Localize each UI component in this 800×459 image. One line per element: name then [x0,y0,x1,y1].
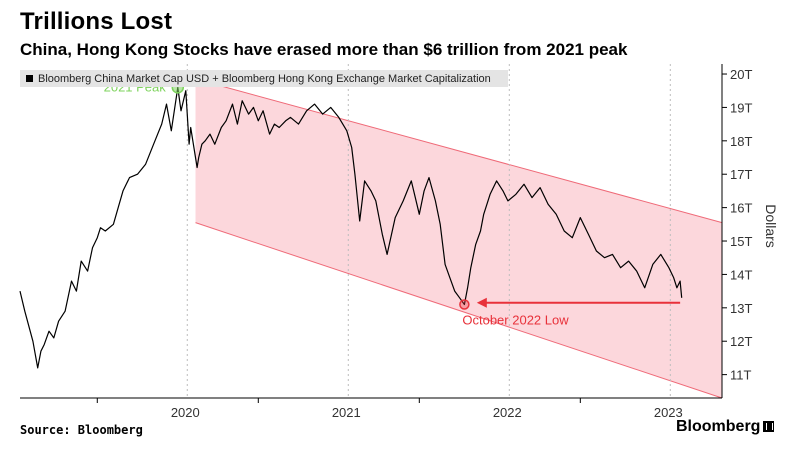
legend-swatch [26,75,33,82]
trend-channel-upper-edge [195,78,723,224]
low-arrow-head [476,297,487,308]
chart-title: Trillions Lost [20,8,173,35]
y-tick-label: 18T [730,134,752,149]
source-note: Source: Bloomberg [20,423,143,437]
low-label: October 2022 Low [462,312,569,327]
trend-channel-fill [195,79,722,398]
trend-channel-lower-edge [195,222,723,399]
y-axis-title: Dollars [763,204,779,248]
brand-logo: Bloomberg [676,418,775,436]
brand-text: Bloomberg [676,418,761,435]
x-tick-label: 2020 [171,405,200,420]
y-tick-label: 16T [730,201,752,216]
legend-background [20,70,508,87]
y-tick-label: 11T [730,368,751,383]
legend: Bloomberg China Market Cap USD + Bloombe… [20,70,508,87]
legend-entry: Bloomberg China Market Cap USD + Bloombe… [38,73,491,85]
y-tick-label: 20T [730,67,752,82]
y-tick-label: 19T [730,100,752,115]
y-tick-label: 12T [730,334,752,349]
axis-layer: 11T 12T 13T 14T 15T 16T 17T 18T 19T 20T 2020 2021 20… [20,64,752,420]
bloomberg-terminal-icon [763,421,775,432]
y-tick-label: 15T [730,234,752,249]
trend-channel-layer [195,78,723,399]
x-tick-label: 2022 [493,405,522,420]
x-tick-label: 2021 [332,405,361,420]
chart-subtitle: China, Hong Kong Stocks have erased more… [20,40,628,59]
series-layer [19,86,683,369]
series-line [19,86,683,369]
y-tick-label: 17T [730,167,752,182]
x-tick-label: 2023 [654,405,683,420]
y-tick-label: 13T [730,301,752,316]
low-marker [459,299,470,310]
y-tick-label: 14T [730,267,752,282]
